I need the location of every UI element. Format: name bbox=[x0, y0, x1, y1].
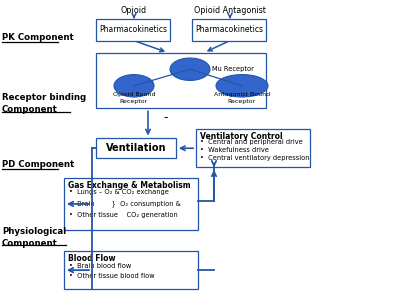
Bar bbox=[196, 129, 310, 167]
Text: Blood Flow: Blood Flow bbox=[68, 254, 116, 263]
Bar bbox=[64, 251, 198, 289]
Text: PK Component: PK Component bbox=[2, 33, 74, 42]
Text: Ventilatory Control: Ventilatory Control bbox=[200, 132, 283, 141]
Text: •  Brain        }  O₂ consumption &: • Brain } O₂ consumption & bbox=[69, 200, 180, 207]
Text: •  Other tissue    CO₂ generation: • Other tissue CO₂ generation bbox=[69, 212, 178, 218]
Text: Ventilation: Ventilation bbox=[106, 143, 166, 153]
Text: Opioid: Opioid bbox=[121, 6, 147, 15]
Text: Receptor binding
Component: Receptor binding Component bbox=[2, 93, 86, 114]
Text: •  Other tissue blood flow: • Other tissue blood flow bbox=[69, 273, 154, 279]
Text: Gas Exchange & Metabolism: Gas Exchange & Metabolism bbox=[68, 181, 191, 190]
Bar bbox=[192, 19, 266, 41]
Text: Pharmacokinetics: Pharmacokinetics bbox=[99, 25, 167, 34]
Ellipse shape bbox=[170, 58, 210, 80]
Bar bbox=[96, 138, 176, 158]
Text: •  Central ventilatory depression: • Central ventilatory depression bbox=[200, 155, 310, 161]
Text: Opioid Bound
Receptor: Opioid Bound Receptor bbox=[113, 92, 155, 104]
Text: Opioid Antagonist: Opioid Antagonist bbox=[194, 6, 266, 15]
Text: Mu Receptor: Mu Receptor bbox=[212, 66, 254, 72]
Text: •  Brain blood flow: • Brain blood flow bbox=[69, 263, 131, 269]
Text: •  Lungs – O₂ & CO₂ exchange: • Lungs – O₂ & CO₂ exchange bbox=[69, 189, 169, 195]
Text: PD Component: PD Component bbox=[2, 160, 74, 169]
Text: Pharmacokinetics: Pharmacokinetics bbox=[195, 25, 263, 34]
Text: Physiological
Component: Physiological Component bbox=[2, 227, 66, 248]
Bar bbox=[96, 53, 266, 108]
Bar bbox=[64, 178, 198, 230]
Ellipse shape bbox=[216, 75, 268, 97]
Bar bbox=[96, 19, 170, 41]
Text: Antagonist Bound
Receptor: Antagonist Bound Receptor bbox=[214, 92, 270, 104]
Ellipse shape bbox=[114, 75, 154, 97]
Text: •  Wakefulness drive: • Wakefulness drive bbox=[200, 147, 269, 153]
Text: •  Central and peripheral drive: • Central and peripheral drive bbox=[200, 139, 303, 145]
Text: -: - bbox=[164, 111, 168, 124]
